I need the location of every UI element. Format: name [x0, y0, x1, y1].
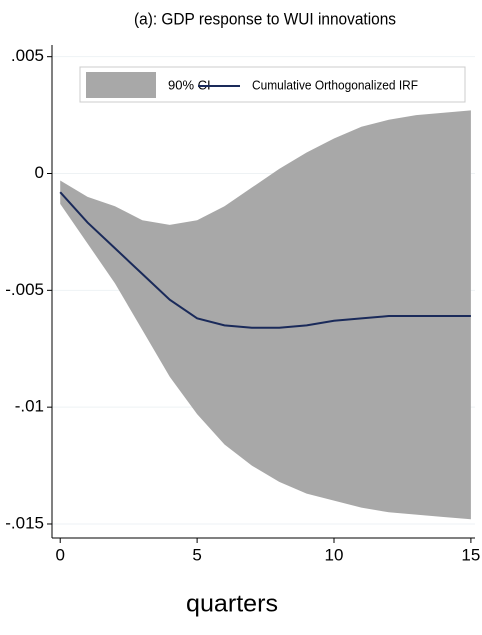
- x-tick-label: 10: [325, 545, 344, 564]
- legend-swatch: [86, 72, 156, 98]
- y-tick-label: -.005: [5, 280, 44, 299]
- legend-label: Cumulative Orthogonalized IRF: [252, 77, 418, 92]
- y-tick-label: -.01: [15, 397, 44, 416]
- irf-line: [59, 191, 471, 329]
- x-axis-label: quarters: [186, 590, 278, 617]
- y-tick-label: 0: [35, 163, 44, 182]
- x-tick-label: 0: [55, 545, 64, 564]
- y-tick-label: .005: [11, 46, 44, 65]
- ci-band: [60, 110, 471, 520]
- chart-title: (a): GDP response to WUI innovations: [134, 9, 396, 28]
- x-tick-label: 15: [461, 545, 480, 564]
- y-tick-label: -.015: [5, 513, 44, 532]
- legend-label: 90% CI: [168, 77, 211, 92]
- x-tick-label: 5: [192, 545, 201, 564]
